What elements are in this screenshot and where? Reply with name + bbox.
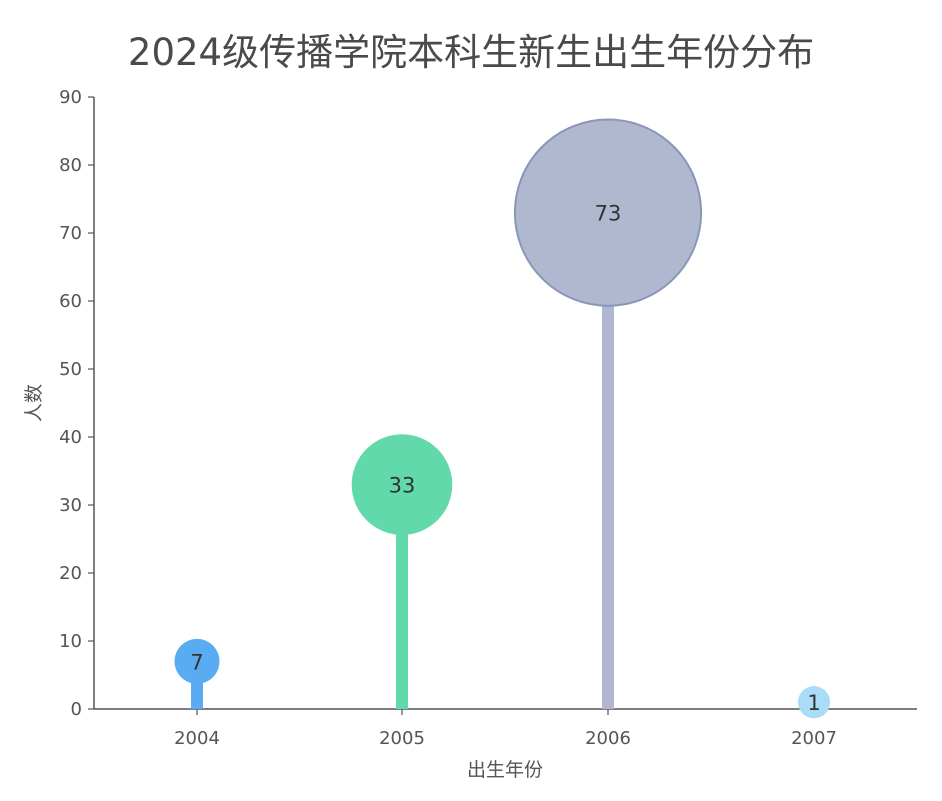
y-tick-label: 90 bbox=[59, 87, 82, 108]
y-tick-label: 60 bbox=[59, 291, 82, 312]
data-label: 33 bbox=[389, 474, 416, 498]
y-tick-label: 20 bbox=[59, 563, 82, 584]
data-label: 7 bbox=[190, 650, 203, 674]
bubble-marker bbox=[513, 118, 703, 307]
bubble-marker bbox=[797, 686, 831, 719]
x-tick-label: 2006 bbox=[585, 728, 631, 749]
chart-title: 2024级传播学院本科生新生出生年份分布 bbox=[127, 31, 815, 74]
x-axis-title: 出生年份 bbox=[467, 759, 543, 781]
y-tick-label: 70 bbox=[59, 223, 82, 244]
data-labels: 7 33 73 1 bbox=[190, 202, 820, 716]
x-ticks: 2004 2005 2006 2007 bbox=[174, 709, 837, 749]
x-tick-label: 2004 bbox=[174, 728, 220, 749]
y-axis-title: 人数 bbox=[23, 384, 45, 422]
bubble-marker bbox=[174, 638, 220, 684]
stem bbox=[396, 484, 408, 709]
bubble-marker bbox=[351, 434, 453, 535]
data-label: 1 bbox=[807, 691, 820, 715]
y-tick-label: 80 bbox=[59, 155, 82, 176]
y-tick-label: 0 bbox=[71, 699, 82, 720]
x-tick-label: 2007 bbox=[791, 728, 837, 749]
x-tick-label: 2005 bbox=[379, 728, 425, 749]
y-tick-label: 30 bbox=[59, 495, 82, 516]
stems bbox=[191, 212, 614, 709]
stem bbox=[602, 212, 614, 709]
y-tick-label: 10 bbox=[59, 631, 82, 652]
y-tick-label: 50 bbox=[59, 359, 82, 380]
markers bbox=[174, 118, 831, 719]
y-ticks: 0 10 20 30 40 50 60 70 80 90 bbox=[59, 87, 94, 720]
y-tick-label: 40 bbox=[59, 427, 82, 448]
axes bbox=[93, 97, 917, 710]
data-label: 73 bbox=[595, 202, 622, 226]
